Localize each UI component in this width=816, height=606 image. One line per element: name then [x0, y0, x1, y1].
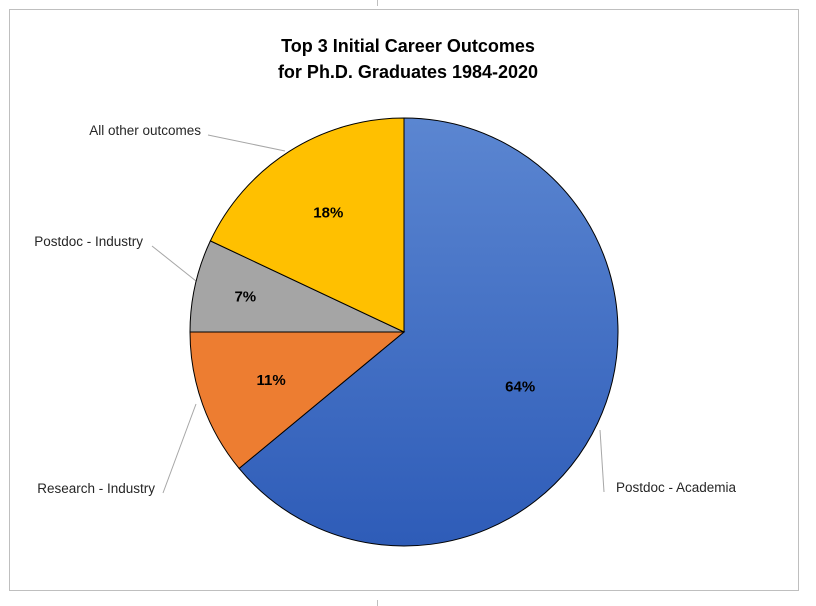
data-label-postdoc-academia: 64% — [505, 379, 535, 396]
pie-slice-all-other-outcomes — [209, 117, 405, 333]
data-label-postdoc-industry: 7% — [234, 289, 256, 306]
pie-slice-postdoc-academia — [238, 117, 619, 547]
category-label-postdoc-industry: Postdoc - Industry — [34, 234, 143, 249]
category-label-research-industry: Research - Industry — [37, 481, 155, 496]
category-label-postdoc-academia: Postdoc - Academia — [616, 480, 737, 495]
leader-line-postdoc-academia — [599, 429, 605, 493]
data-label-research-industry: 11% — [256, 372, 285, 389]
data-label-all-other-outcomes: 18% — [313, 205, 343, 222]
chart-title-line-2: for Ph.D. Graduates 1984-2020 — [278, 62, 538, 82]
leader-line-postdoc-industry — [151, 245, 197, 282]
chart-title-line-1: Top 3 Initial Career Outcomes — [281, 36, 535, 56]
bottom-tick-mark — [377, 600, 378, 606]
leader-line-all-other-outcomes — [207, 134, 286, 152]
top-tick-mark — [377, 0, 378, 6]
category-label-all-other-outcomes: All other outcomes — [89, 123, 201, 138]
pie-slice-research-industry — [189, 331, 406, 470]
leader-line-research-industry — [162, 403, 197, 494]
